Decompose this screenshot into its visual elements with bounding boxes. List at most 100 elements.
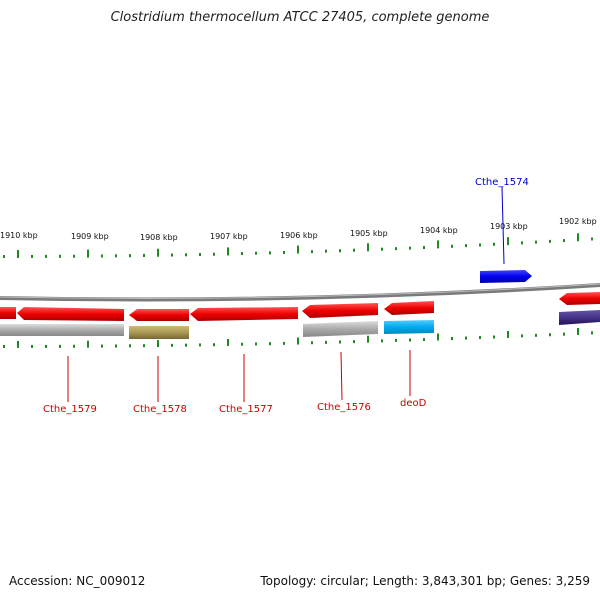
map-title: Clostridium thermocellum ATCC 27405, com… <box>110 10 490 25</box>
minor-tick <box>45 344 47 348</box>
category-bar <box>303 321 378 337</box>
tick-label: 1906 kbp <box>280 231 318 240</box>
minor-tick <box>493 335 495 339</box>
minor-tick <box>563 332 565 336</box>
minor-tick <box>73 344 75 348</box>
major-tick <box>507 237 509 246</box>
major-tick <box>297 245 299 254</box>
minor-tick <box>171 343 173 347</box>
minor-tick <box>31 254 33 258</box>
minor-tick <box>325 340 327 344</box>
tick-label: 1904 kbp <box>420 226 458 235</box>
minor-tick <box>311 250 313 254</box>
major-tick <box>437 240 439 249</box>
minor-tick <box>3 344 5 348</box>
minor-tick <box>185 343 187 347</box>
minor-tick <box>115 254 117 258</box>
minor-tick <box>451 244 453 248</box>
tick-label: 1903 kbp <box>490 222 528 231</box>
scale-ticks-upper <box>3 233 593 258</box>
minor-tick <box>353 340 355 344</box>
minor-tick <box>395 247 397 251</box>
category-bar <box>0 324 124 336</box>
minor-tick <box>3 254 5 258</box>
minor-tick <box>45 254 47 258</box>
minor-tick <box>479 243 481 247</box>
major-tick <box>367 243 369 252</box>
scale-ticks-lower <box>3 328 593 348</box>
gene-arrow-right-edge[interactable] <box>559 292 600 305</box>
minor-tick <box>409 338 411 342</box>
minor-tick <box>311 341 313 345</box>
tick-label: 1910 kbp <box>0 231 38 240</box>
gene-arrow-cthe-1576[interactable] <box>302 303 378 318</box>
gene-label-cthe-1577[interactable]: Cthe_1577 <box>219 404 273 415</box>
minor-tick <box>381 247 383 251</box>
gene-arrow-cthe-1579[interactable] <box>17 307 124 321</box>
minor-tick <box>521 241 523 245</box>
minor-tick <box>255 251 257 255</box>
gene-label-cthe-1576[interactable]: Cthe_1576 <box>317 402 371 413</box>
minor-tick <box>143 253 145 257</box>
accession-text: Accession: NC_009012 <box>9 574 146 588</box>
minor-tick <box>185 253 187 257</box>
minor-tick <box>451 337 453 341</box>
scale-labels: 1910 kbp 1909 kbp 1908 kbp 1907 kbp 1906… <box>0 217 597 242</box>
minor-tick <box>199 253 201 256</box>
minor-tick <box>339 249 341 253</box>
forward-strand-genes <box>480 270 600 305</box>
category-bar <box>384 320 434 334</box>
minor-tick <box>353 248 355 252</box>
major-tick <box>297 337 299 345</box>
gene-label-cthe-1574[interactable]: Cthe_1574 <box>475 177 529 188</box>
major-tick <box>577 233 579 242</box>
minor-tick <box>535 240 537 244</box>
major-tick <box>227 247 229 256</box>
minor-tick <box>479 336 481 340</box>
minor-tick <box>171 253 173 257</box>
minor-tick <box>409 246 411 250</box>
minor-tick <box>283 341 285 345</box>
major-tick <box>157 248 159 257</box>
gene-arrow-cthe-1578[interactable] <box>129 309 189 321</box>
minor-tick <box>521 334 523 338</box>
minor-tick <box>591 331 593 335</box>
label-leaders <box>67 186 505 402</box>
gene-arrow-cthe-1574[interactable] <box>480 270 532 283</box>
minor-tick <box>381 339 383 343</box>
minor-tick <box>255 342 257 346</box>
genome-backbone <box>0 283 600 302</box>
gene-arrow-deoD[interactable] <box>384 301 434 315</box>
minor-tick <box>563 239 565 243</box>
minor-tick <box>73 254 75 258</box>
tick-label: 1907 kbp <box>210 232 248 241</box>
gene-label-cthe-1579[interactable]: Cthe_1579 <box>43 404 97 415</box>
gene-labels: Cthe_1574 Cthe_1579 Cthe_1578 Cthe_1577 … <box>43 177 529 415</box>
gene-label-deoD[interactable]: deoD <box>400 398 427 409</box>
minor-tick <box>199 343 201 347</box>
minor-tick <box>549 333 551 337</box>
minor-tick <box>101 344 103 348</box>
tick-label: 1905 kbp <box>350 229 388 238</box>
minor-tick <box>213 343 215 347</box>
minor-tick <box>59 344 61 348</box>
minor-tick <box>115 344 117 348</box>
minor-tick <box>423 338 425 342</box>
gene-arrow-cthe-1577[interactable] <box>190 307 298 321</box>
category-bar <box>559 310 600 325</box>
major-tick <box>87 340 89 348</box>
minor-tick <box>241 342 243 346</box>
minor-tick <box>465 336 467 340</box>
category-bars <box>0 310 600 339</box>
major-tick <box>17 249 19 258</box>
gene-arrow-left-edge[interactable] <box>0 307 16 319</box>
minor-tick <box>129 254 131 258</box>
major-tick <box>367 335 369 343</box>
minor-tick <box>143 344 145 348</box>
major-tick <box>507 330 509 338</box>
genome-summary-text: Topology: circular; Length: 3,843,301 bp… <box>260 574 590 588</box>
minor-tick <box>101 254 103 258</box>
minor-tick <box>395 338 397 342</box>
gene-label-cthe-1578[interactable]: Cthe_1578 <box>133 404 187 415</box>
